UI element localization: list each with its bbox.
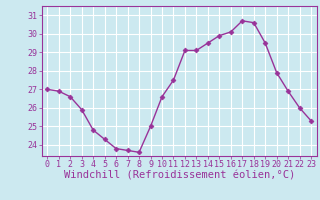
X-axis label: Windchill (Refroidissement éolien,°C): Windchill (Refroidissement éolien,°C): [64, 171, 295, 181]
